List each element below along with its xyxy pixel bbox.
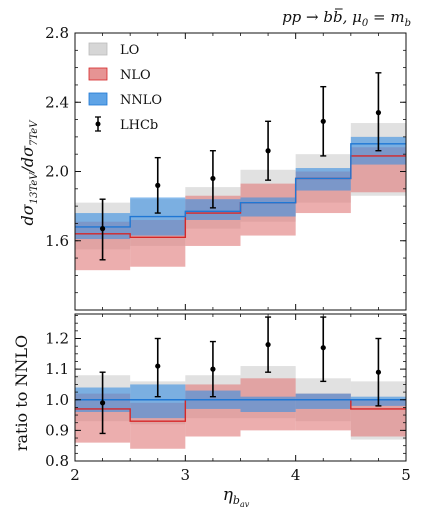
top-lhcb-point-3 [265, 120, 272, 181]
top-ytick-label-2: 2.4 [45, 93, 69, 111]
bot-lhcb-point-4 [320, 316, 327, 383]
top-ytick-label-1: 2.0 [45, 163, 69, 181]
bottom-points [99, 316, 382, 435]
xtick-label-2: 4 [291, 466, 301, 484]
top-ylabel: dσ13TeV/dσ7TeV [18, 119, 40, 226]
xtick-label-0: 2 [70, 466, 80, 484]
bot-lhcb-point-1 [154, 337, 161, 398]
legend-label-lhcb: LHCb [120, 118, 158, 133]
top-nnlo-band-bin-3 [240, 197, 296, 217]
legend-item-lhcb: LHCb [95, 116, 158, 133]
bot-lhcb-point-0 [99, 371, 106, 435]
bot-ytick-label-0: 0.8 [45, 452, 69, 470]
top-nnlo-band-bin-2 [185, 199, 241, 220]
bbar-symbol: b [333, 8, 343, 26]
bot-ytick-label-4: 1.2 [45, 330, 69, 348]
top-ytick-label-0: 1.6 [45, 232, 69, 250]
bot-ytick-label-2: 1.0 [45, 391, 69, 409]
xlabel: ηbav [223, 485, 250, 509]
bot-nnlo-band-bin-4 [295, 393, 351, 409]
legend: LO NLO NNLO LHCb [88, 42, 162, 133]
bot-lhcb-point-3 [265, 316, 272, 373]
legend-label-nnlo: NNLO [120, 93, 162, 108]
top-lhcb-point-5 [375, 72, 382, 152]
bottom-ticks: 0.8 0.9 1.0 1.1 1.2 2 3 4 5 [45, 314, 411, 484]
legend-item-nnlo: NNLO [88, 92, 162, 108]
legend-item-nlo: NLO [88, 67, 151, 83]
top-lhcb-point-2 [209, 150, 216, 209]
top-lhcb-point-0 [99, 198, 106, 261]
top-panel: 1.6 2.0 2.4 2.8 LO NLO NNLO LHCb [45, 24, 407, 311]
bot-lhcb-point-2 [209, 340, 216, 398]
bottom-panel: 0.8 0.9 1.0 1.1 1.2 2 3 4 5 [45, 313, 411, 484]
top-nnlo-band-bin-4 [295, 168, 351, 191]
legend-label-nlo: NLO [120, 68, 151, 83]
bot-ytick-label-3: 1.1 [45, 360, 69, 378]
xtick-label-1: 3 [181, 466, 191, 484]
process-label: pp → bb, μ0 = mb [282, 8, 411, 29]
top-ytick-label-3: 2.8 [45, 24, 69, 42]
bot-nnlo-band-bin-3 [240, 396, 296, 412]
xtick-label-3: 5 [401, 466, 411, 484]
bottom-lines [75, 399, 406, 422]
top-bands [75, 123, 406, 271]
legend-item-lo: LO [88, 42, 139, 58]
bot-ytick-label-1: 0.9 [45, 421, 69, 439]
top-nnlo-central-line [75, 143, 406, 228]
top-lhcb-point-1 [154, 156, 161, 214]
bottom-ylabel: ratio to NNLO [12, 335, 31, 451]
bot-lhcb-point-5 [375, 337, 382, 407]
top-points [99, 72, 382, 261]
bottom-bands [75, 366, 406, 449]
top-lines [75, 143, 406, 238]
top-ticks: 1.6 2.0 2.4 2.8 [45, 24, 407, 311]
legend-label-lo: LO [120, 43, 139, 58]
top-lhcb-point-4 [320, 85, 327, 157]
